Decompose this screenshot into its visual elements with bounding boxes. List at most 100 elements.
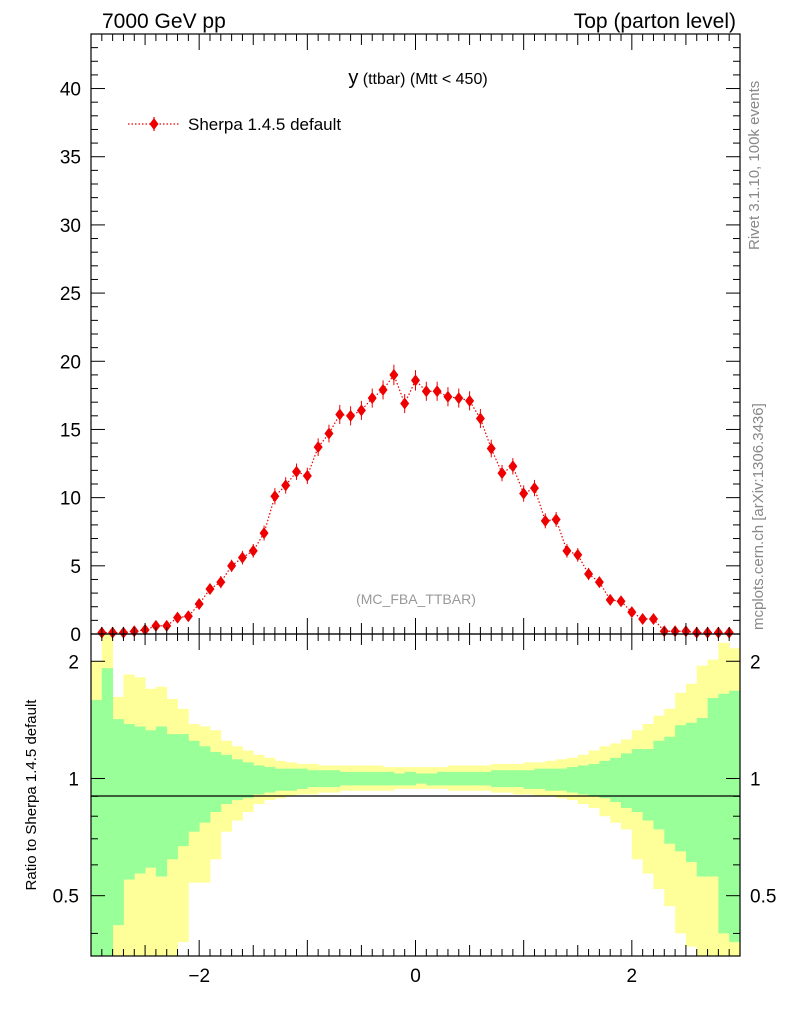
ratio-band-inner-bin-43 — [556, 768, 568, 791]
data-point-48 — [616, 595, 626, 608]
ratio-band-inner-bin-8 — [177, 734, 189, 847]
ratio-band-inner-bin-9 — [188, 740, 200, 832]
ratio-band-inner-bin-22 — [328, 770, 341, 788]
data-point-39 — [519, 487, 529, 500]
ratio-band-inner-bin-44 — [566, 767, 579, 793]
ratio-band-inner-bin-48 — [610, 757, 622, 803]
data-point-16 — [270, 490, 280, 503]
data-point-33 — [454, 392, 464, 405]
data-point-47 — [605, 593, 615, 606]
main-axis-ticks: 0 5 10 15 20 25 30 35 40 — [60, 33, 740, 646]
ratio-band-inner-bin-23 — [339, 771, 351, 786]
data-point-19 — [302, 469, 312, 482]
data-point-36 — [486, 442, 496, 455]
ratio-band-inner-bin-36 — [480, 771, 492, 786]
ratio-y-tick-label-right: 0.5 — [750, 887, 776, 908]
ratio-band-inner-bin-18 — [285, 768, 297, 791]
ratio-band-inner-bin-32 — [437, 771, 449, 786]
data-point-43 — [562, 544, 572, 557]
main-y-tick-label: 25 — [60, 284, 81, 305]
data-point-23 — [346, 409, 356, 422]
data-point-5 — [151, 619, 161, 632]
x-tick-label: 2 — [627, 966, 638, 987]
ratio-bands — [91, 634, 741, 956]
ratio-band-inner-bin-31 — [426, 773, 438, 786]
data-point-25 — [367, 392, 377, 405]
data-point-31 — [432, 385, 442, 398]
main-y-tick-label: 40 — [60, 80, 81, 101]
ratio-band-inner-bin-16 — [264, 767, 276, 793]
ratio-band-inner-bin-7 — [166, 734, 178, 860]
data-point-8 — [183, 610, 193, 623]
ratio-band-inner-bin-57 — [707, 697, 719, 877]
ratio-band-inner-bin-38 — [502, 770, 514, 788]
ratio-band-inner-bin-52 — [653, 740, 665, 830]
ratio-band-inner-bin-15 — [253, 765, 265, 795]
ratio-band-inner-bin-51 — [642, 749, 654, 821]
ratio-band-inner-bin-37 — [491, 770, 503, 788]
ratio-y-tick-label-left: 0.5 — [53, 887, 79, 908]
ratio-band-inner-bin-17 — [274, 768, 287, 791]
series-line-sherpa — [101, 373, 730, 634]
data-point-14 — [248, 544, 258, 557]
side-label-rivet: Rivet 3.1.10, 100k events — [746, 81, 763, 250]
data-point-27 — [389, 368, 399, 381]
ratio-band-inner-bin-2 — [112, 719, 124, 926]
ratio-band-inner-bin-49 — [621, 753, 633, 808]
header-right: Top (parton level) — [574, 10, 736, 33]
ratio-band-inner-bin-13 — [231, 759, 243, 801]
main-y-tick-label: 30 — [60, 216, 81, 237]
ratio-axis-ticks: 0.5 0.5 1 1 2 2 — [53, 652, 776, 934]
ratio-band-inner-bin-6 — [155, 726, 168, 877]
data-point-32 — [443, 390, 453, 403]
data-point-50 — [638, 613, 648, 625]
data-point-35 — [475, 412, 485, 425]
ratio-band-inner-bin-54 — [675, 725, 687, 852]
main-y-tick-label: 15 — [60, 421, 81, 442]
main-y-tick-label: 35 — [60, 148, 81, 169]
data-point-28 — [400, 397, 410, 410]
x-tick-label: −2 — [188, 966, 210, 987]
ratio-band-inner-bin-53 — [664, 736, 676, 844]
legend-marker-diamond — [149, 118, 159, 130]
data-point-41 — [540, 514, 550, 527]
data-point-18 — [292, 465, 302, 478]
ratio-band-inner-bin-21 — [318, 770, 330, 788]
ratio-band-inner-bin-14 — [242, 762, 254, 799]
data-point-7 — [173, 611, 183, 624]
ratio-band-inner-bin-58 — [718, 693, 730, 934]
ratio-band-inner-bin-45 — [577, 765, 589, 795]
ratio-band-inner-bin-41 — [534, 768, 546, 789]
ratio-band-inner-bin-24 — [350, 771, 362, 786]
ratio-band-inner-bin-35 — [469, 771, 481, 786]
data-point-15 — [259, 527, 269, 540]
ratio-band-inner-bin-50 — [631, 749, 644, 813]
data-point-45 — [584, 568, 594, 580]
main-y-tick-label: 0 — [70, 625, 81, 646]
legend-label: Sherpa 1.4.5 default — [188, 115, 341, 134]
ratio-band-inner-bin-30 — [415, 773, 427, 784]
data-point-30 — [421, 385, 431, 398]
ratio-band-inner-bin-29 — [404, 771, 416, 786]
data-point-13 — [237, 551, 247, 564]
data-point-22 — [335, 408, 345, 421]
ratio-band-inner-bin-42 — [545, 768, 557, 791]
ratio-band-inner-bin-39 — [512, 770, 525, 788]
ratio-band-inner-bin-1 — [101, 668, 114, 956]
data-point-26 — [378, 383, 388, 396]
x-axis-ticks: −2 0 2 — [90, 34, 741, 987]
data-point-12 — [227, 559, 237, 572]
ratio-band-inner-bin-27 — [383, 771, 395, 786]
watermark: (MC_FBA_TTBAR) — [356, 591, 476, 607]
ratio-band-inner-bin-19 — [296, 768, 308, 789]
ratio-band-inner-bin-5 — [145, 730, 157, 868]
ratio-band-inner-bin-11 — [209, 751, 222, 813]
data-point-42 — [551, 513, 561, 526]
data-point-51 — [648, 613, 658, 625]
data-point-11 — [216, 576, 226, 589]
data-point-29 — [411, 374, 420, 387]
ratio-band-inner-bin-20 — [307, 770, 319, 788]
data-point-17 — [281, 479, 291, 492]
data-point-9 — [194, 598, 204, 610]
